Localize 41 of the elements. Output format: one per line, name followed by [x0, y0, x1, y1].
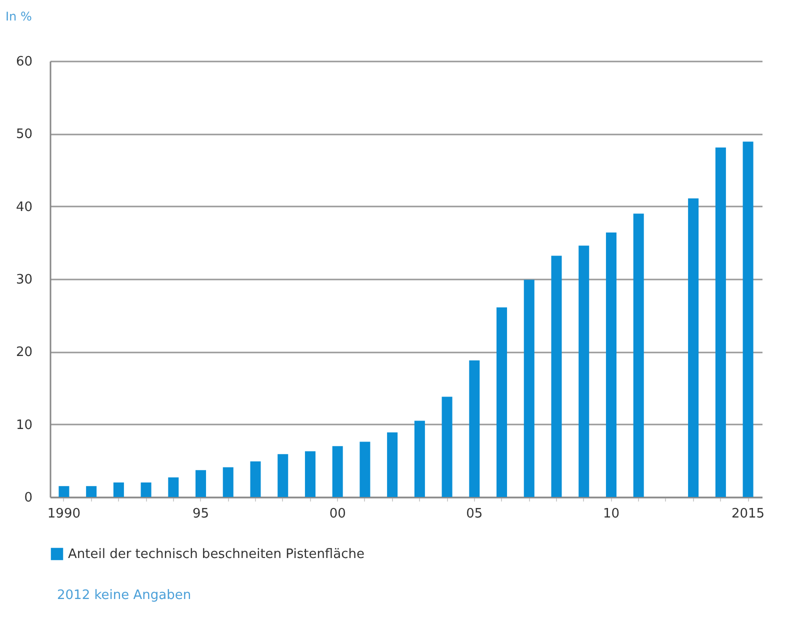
bar [469, 360, 480, 497]
bar [360, 442, 370, 497]
bar [168, 477, 179, 497]
bar [414, 420, 425, 497]
text: 2012 keine Angaben [57, 588, 192, 603]
bar [742, 142, 754, 497]
bar [250, 461, 261, 497]
x-tick-label: 00 [329, 506, 346, 522]
y-tick-label: 0 [24, 490, 32, 506]
bar [442, 396, 452, 497]
bar [496, 307, 508, 497]
bar [140, 482, 152, 497]
x-tick-label: 2015 [732, 506, 765, 522]
bar [633, 214, 644, 497]
bar [304, 451, 316, 497]
bar [606, 232, 616, 497]
x-tick-label: 1990 [47, 506, 80, 522]
y-tick-label: 20 [16, 345, 32, 360]
legend-label: Anteil der technisch beschneiten Pistenfläche [68, 547, 364, 562]
bar [578, 246, 590, 497]
bar [222, 467, 234, 497]
bar [278, 454, 288, 497]
x-tick-label: 95 [192, 506, 210, 522]
y-axis-title: In % [6, 10, 32, 24]
y-tick-label: 30 [16, 272, 32, 288]
y-tick-label: 60 [16, 54, 32, 70]
bar [524, 280, 534, 497]
bar [86, 486, 97, 497]
bar [58, 486, 70, 497]
bar [715, 147, 726, 497]
bar [196, 470, 206, 497]
bar [332, 446, 343, 497]
x-tick-label: 10 [602, 506, 620, 522]
bar [113, 482, 124, 497]
x-tick-label: 05 [466, 506, 483, 522]
y-tick-label: 50 [16, 127, 32, 142]
bar [387, 432, 398, 497]
y-tick-label: 10 [16, 418, 32, 433]
y-tick-label: 40 [16, 200, 32, 215]
bar [688, 198, 699, 497]
bar [551, 256, 562, 497]
